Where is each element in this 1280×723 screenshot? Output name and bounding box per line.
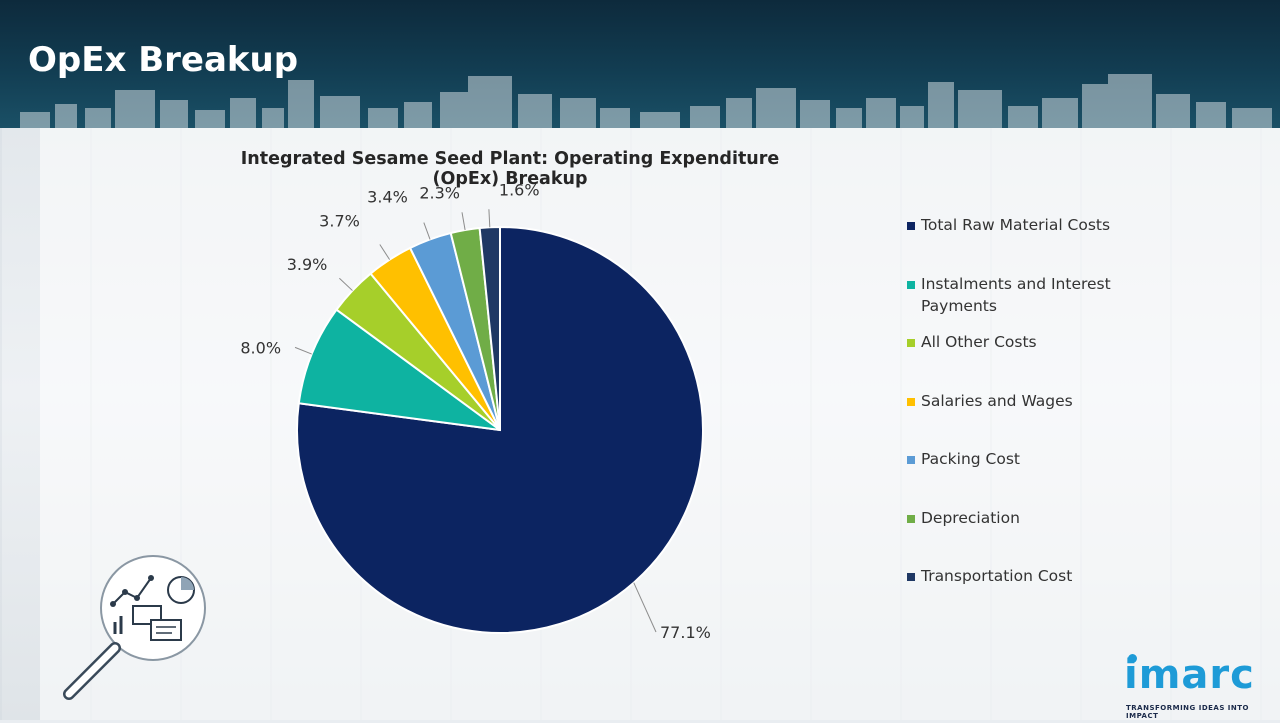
logo-dot xyxy=(1128,654,1137,663)
legend-item-salaries-and-wages: Salaries and Wages xyxy=(907,390,1167,412)
legend-swatch xyxy=(907,456,915,464)
chart-title: Integrated Sesame Seed Plant: Operating … xyxy=(240,149,780,189)
legend-label: Salaries and Wages xyxy=(921,392,1073,410)
legend-label: Transportation Cost xyxy=(921,567,1073,585)
leader-line-instalments-and-interest-payments xyxy=(294,346,312,355)
logo-tagline: TRANSFORMING IDEAS INTO IMPACT xyxy=(1126,704,1249,720)
legend-swatch xyxy=(907,398,915,406)
legend-item-total-raw-material-costs: Total Raw Material Costs xyxy=(907,214,1167,236)
magnifier-analytics-icon xyxy=(55,548,215,718)
legend-item-transportation-cost: Transportation Cost xyxy=(907,565,1167,587)
legend-item-packing-cost: Packing Cost xyxy=(907,448,1167,470)
legend-item-depreciation: Depreciation xyxy=(907,507,1167,529)
leader-line-depreciation xyxy=(461,212,466,231)
page-title: OpEx Breakup xyxy=(28,40,299,80)
legend-swatch xyxy=(907,222,915,230)
legend-label: Total Raw Material Costs xyxy=(921,216,1111,234)
leader-line-packing-cost xyxy=(423,222,431,240)
legend-swatch xyxy=(907,339,915,347)
legend-label: All Other Costs xyxy=(921,333,1037,351)
legend-item-all-other-costs: All Other Costs xyxy=(907,331,1167,353)
legend-swatch xyxy=(907,281,915,289)
data-label-salaries-and-wages: 3.7% xyxy=(319,212,360,231)
legend-swatch xyxy=(907,573,915,581)
legend-swatch xyxy=(907,515,915,523)
header-banner: OpEx Breakup xyxy=(0,0,1280,128)
legend-label: Depreciation xyxy=(921,509,1020,527)
leader-line-transportation-cost xyxy=(488,209,491,228)
legend-label: Packing Cost xyxy=(921,450,1021,468)
leader-line-salaries-and-wages xyxy=(379,244,391,260)
pie-slice-transportation-cost xyxy=(478,225,501,431)
leader-line-total-raw-material-costs xyxy=(633,582,657,633)
leader-line-all-other-costs xyxy=(339,277,353,291)
imarc-logo: imarc TRANSFORMING IDEAS INTO IMPACT xyxy=(1122,652,1274,720)
data-label-all-other-costs: 3.9% xyxy=(287,255,328,274)
data-label-transportation-cost: 1.6% xyxy=(499,180,540,199)
data-label-depreciation: 2.3% xyxy=(419,183,460,202)
data-label-total-raw-material-costs: 77.1% xyxy=(660,623,711,642)
legend-label: Instalments and Interest Payments xyxy=(921,275,1111,315)
city-skyline-decoration xyxy=(20,74,1272,128)
pie-slice-instalments-and-interest-payments xyxy=(297,308,501,431)
logo-text: imarc xyxy=(1124,652,1255,698)
data-label-packing-cost: 3.4% xyxy=(367,188,408,207)
legend-item-instalments-and-interest-payments: Instalments and Interest Payments xyxy=(907,273,1167,317)
data-label-instalments-and-interest-payments: 8.0% xyxy=(240,338,281,357)
